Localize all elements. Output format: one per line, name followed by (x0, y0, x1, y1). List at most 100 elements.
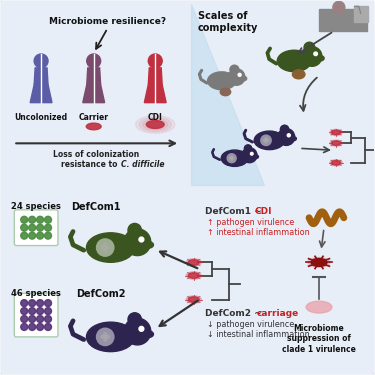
Text: DefCom1 ~: DefCom1 ~ (205, 207, 265, 216)
Circle shape (28, 216, 36, 223)
Circle shape (37, 324, 44, 330)
Circle shape (242, 148, 257, 163)
Circle shape (231, 159, 232, 160)
Polygon shape (144, 85, 166, 103)
Polygon shape (191, 4, 264, 185)
Circle shape (244, 145, 252, 152)
Polygon shape (83, 85, 105, 103)
FancyBboxPatch shape (14, 210, 58, 246)
Circle shape (148, 54, 162, 68)
Ellipse shape (316, 56, 324, 61)
Circle shape (101, 335, 104, 339)
Circle shape (37, 315, 44, 322)
Circle shape (104, 249, 107, 252)
Circle shape (37, 300, 44, 307)
Text: CDI: CDI (148, 112, 163, 122)
Ellipse shape (221, 150, 248, 166)
Text: carriage: carriage (256, 309, 299, 318)
FancyBboxPatch shape (187, 0, 375, 189)
Circle shape (104, 335, 107, 339)
Circle shape (96, 238, 115, 257)
Ellipse shape (306, 301, 332, 313)
Ellipse shape (143, 119, 168, 130)
Ellipse shape (186, 272, 201, 279)
Circle shape (45, 308, 51, 315)
Ellipse shape (277, 50, 311, 72)
Circle shape (45, 216, 51, 223)
FancyBboxPatch shape (0, 186, 375, 375)
Circle shape (238, 74, 241, 76)
Ellipse shape (87, 233, 135, 262)
Ellipse shape (188, 273, 199, 278)
Circle shape (45, 224, 51, 231)
Circle shape (28, 308, 36, 315)
Circle shape (230, 65, 239, 74)
Circle shape (45, 232, 51, 239)
Circle shape (104, 333, 107, 336)
Circle shape (96, 327, 115, 346)
Circle shape (21, 315, 28, 322)
Ellipse shape (86, 123, 101, 130)
Text: Uncolonized: Uncolonized (15, 112, 68, 122)
Text: Carrier: Carrier (79, 112, 109, 122)
Circle shape (28, 315, 36, 322)
Ellipse shape (332, 130, 340, 135)
Circle shape (21, 308, 28, 315)
Circle shape (128, 313, 141, 326)
Circle shape (101, 246, 104, 249)
Ellipse shape (254, 131, 285, 150)
Circle shape (37, 224, 44, 231)
Ellipse shape (186, 296, 201, 303)
Circle shape (21, 300, 28, 307)
Ellipse shape (136, 116, 175, 134)
Circle shape (106, 335, 109, 339)
Ellipse shape (146, 120, 164, 129)
Ellipse shape (143, 242, 153, 248)
Circle shape (265, 141, 267, 143)
Ellipse shape (311, 258, 327, 266)
FancyBboxPatch shape (0, 0, 190, 189)
Ellipse shape (208, 72, 236, 90)
Polygon shape (87, 68, 100, 85)
Ellipse shape (188, 297, 199, 302)
Ellipse shape (330, 140, 342, 146)
Circle shape (21, 216, 28, 223)
Circle shape (106, 246, 109, 249)
Circle shape (265, 138, 267, 140)
Circle shape (267, 140, 269, 141)
Circle shape (231, 156, 232, 158)
Circle shape (21, 324, 28, 330)
Circle shape (229, 158, 231, 159)
Circle shape (28, 324, 36, 330)
Circle shape (263, 140, 266, 141)
Circle shape (28, 300, 36, 307)
Polygon shape (30, 85, 52, 103)
Circle shape (302, 46, 322, 66)
Circle shape (228, 69, 245, 85)
Text: CDI: CDI (255, 207, 272, 216)
Ellipse shape (332, 141, 340, 146)
Ellipse shape (332, 160, 340, 165)
Circle shape (304, 42, 315, 53)
Circle shape (28, 232, 36, 239)
Circle shape (314, 52, 317, 56)
Circle shape (37, 308, 44, 315)
Circle shape (45, 324, 51, 330)
Circle shape (45, 300, 51, 307)
Ellipse shape (188, 260, 199, 265)
Circle shape (37, 216, 44, 223)
Ellipse shape (290, 136, 296, 141)
Ellipse shape (240, 76, 247, 81)
Circle shape (260, 135, 272, 146)
Text: Loss of colonization: Loss of colonization (53, 150, 139, 159)
Text: Scales of
complexity: Scales of complexity (198, 11, 258, 33)
FancyBboxPatch shape (0, 186, 375, 375)
Ellipse shape (143, 331, 153, 338)
Ellipse shape (330, 160, 342, 166)
Bar (354, 6, 368, 22)
Circle shape (280, 125, 289, 134)
Circle shape (278, 129, 295, 146)
Circle shape (34, 54, 48, 68)
Circle shape (37, 232, 44, 239)
Ellipse shape (139, 117, 171, 132)
